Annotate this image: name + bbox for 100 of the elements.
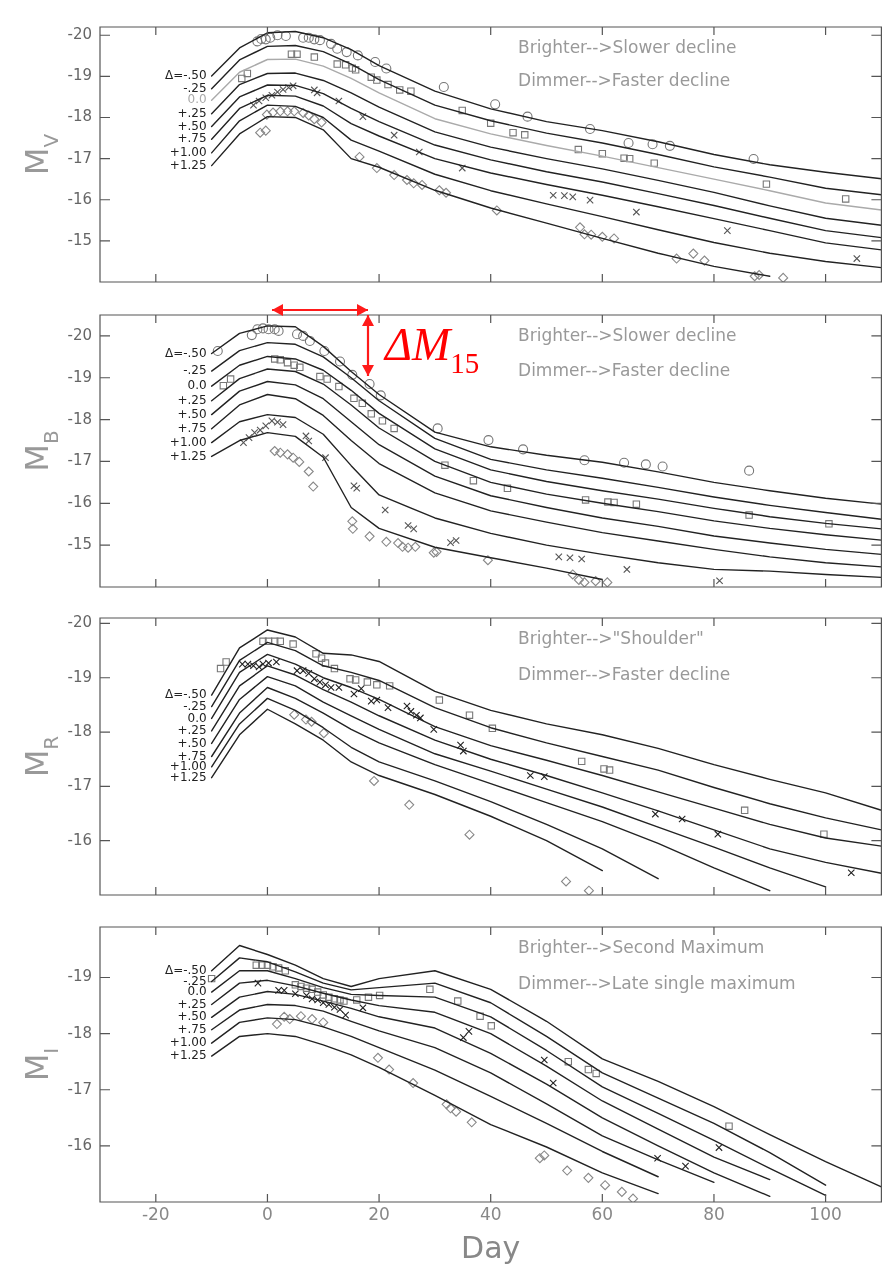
x-tick-label: 0	[262, 1203, 273, 1224]
point	[491, 205, 502, 216]
point	[309, 114, 320, 125]
point	[364, 379, 375, 390]
point	[390, 131, 398, 139]
point	[313, 89, 321, 97]
point	[303, 466, 314, 477]
point	[350, 690, 358, 698]
x-tick-label: 80	[703, 1203, 725, 1224]
point	[564, 1057, 573, 1066]
series-label: +.50	[177, 118, 207, 133]
point	[293, 50, 301, 58]
point	[526, 771, 535, 780]
point	[604, 498, 612, 506]
point	[435, 696, 444, 704]
point	[549, 1079, 557, 1087]
point	[371, 163, 382, 174]
point	[486, 119, 495, 127]
point	[336, 1005, 344, 1014]
point	[256, 426, 264, 434]
point	[609, 233, 620, 244]
x-tick-label: 20	[368, 1203, 390, 1224]
point	[264, 659, 273, 667]
point	[412, 711, 421, 719]
series-label: Δ=-.50	[164, 68, 207, 83]
point	[279, 1011, 290, 1022]
point	[625, 154, 634, 163]
point	[321, 681, 330, 689]
point	[272, 658, 281, 666]
point	[430, 725, 438, 734]
annotation: Brighter-->"Shoulder"	[518, 628, 704, 649]
point	[255, 663, 263, 671]
point	[302, 984, 311, 992]
x-tick-label: 100	[809, 1203, 842, 1224]
point	[369, 775, 380, 786]
point	[359, 112, 367, 121]
point	[341, 61, 350, 69]
point	[592, 1069, 600, 1078]
point	[335, 382, 343, 391]
point	[313, 988, 322, 996]
point	[434, 185, 445, 196]
y-tick-label: -18	[67, 409, 92, 428]
point	[853, 254, 861, 263]
point	[289, 709, 300, 720]
point	[333, 60, 341, 68]
point	[269, 445, 280, 457]
point	[259, 660, 267, 668]
y-tick-label: -19	[67, 667, 92, 686]
annotation: Dimmer-->Faster decline	[518, 70, 731, 91]
point	[330, 1003, 339, 1011]
point	[207, 974, 216, 983]
point	[262, 94, 270, 102]
point	[275, 106, 286, 117]
point	[249, 101, 258, 109]
point	[323, 375, 331, 383]
point	[347, 516, 358, 527]
point	[275, 447, 286, 458]
point	[295, 1011, 306, 1022]
point	[749, 271, 760, 282]
point	[744, 465, 755, 476]
point	[567, 569, 578, 580]
point	[318, 728, 329, 739]
point	[534, 1153, 545, 1164]
point	[725, 1122, 733, 1130]
point	[403, 542, 414, 553]
point	[445, 1103, 456, 1114]
point	[407, 87, 415, 95]
point	[299, 666, 307, 675]
point	[681, 1162, 690, 1170]
point	[372, 1052, 384, 1063]
point	[632, 208, 641, 216]
point	[257, 323, 269, 334]
point	[351, 676, 360, 684]
point	[219, 381, 228, 390]
point	[375, 390, 386, 401]
y-tick-label: -17	[67, 148, 92, 167]
y-tick-label: -16	[67, 189, 92, 208]
point	[306, 716, 317, 727]
point	[586, 196, 594, 204]
point	[562, 1165, 573, 1176]
y-tick-label: -16	[67, 493, 92, 512]
point	[417, 179, 428, 190]
point	[401, 174, 413, 186]
point	[298, 107, 309, 119]
point	[249, 662, 258, 670]
point	[353, 996, 361, 1004]
point	[308, 985, 316, 994]
point	[303, 32, 314, 43]
point	[336, 996, 344, 1004]
point	[620, 154, 628, 162]
point	[441, 1099, 452, 1110]
series-label: +.75	[177, 131, 207, 146]
point	[464, 829, 475, 840]
point	[269, 963, 277, 971]
series-label: -.25	[183, 80, 207, 95]
y-tick-label: -20	[67, 25, 92, 44]
point	[261, 109, 272, 120]
point	[373, 681, 381, 689]
point	[332, 43, 343, 54]
point	[282, 106, 293, 117]
